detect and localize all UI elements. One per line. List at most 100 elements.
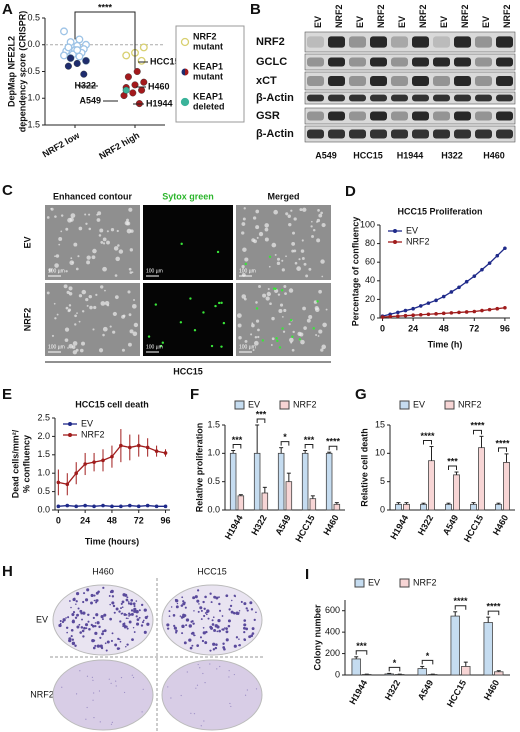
blot-band: [370, 75, 387, 87]
cell: [268, 265, 271, 268]
cell: [121, 348, 125, 352]
cell: [283, 285, 287, 289]
cell: [288, 222, 292, 227]
colony: [205, 613, 208, 616]
cell: [109, 325, 112, 328]
cell: [283, 308, 287, 313]
cell: [274, 253, 277, 256]
data-point: [464, 310, 469, 314]
cell: [294, 261, 298, 265]
blot-band: [349, 57, 366, 67]
bar: [403, 503, 410, 511]
data-point: [74, 471, 79, 476]
significance-bracket: [388, 666, 401, 672]
cell: [241, 222, 246, 226]
colony: [92, 679, 94, 681]
x-tick-label: 0: [56, 515, 61, 525]
colony: [79, 670, 81, 672]
colony: [243, 626, 246, 630]
colony: [141, 711, 143, 713]
colony: [127, 601, 130, 603]
cell: [313, 300, 318, 304]
colony: [81, 629, 85, 633]
cell: [115, 256, 120, 262]
cell: [306, 318, 311, 323]
colony: [199, 606, 203, 610]
cell: [252, 216, 257, 220]
cell: [128, 267, 132, 271]
cell: [292, 231, 296, 235]
colony: [112, 604, 116, 608]
dead-cell: [244, 262, 247, 266]
colony: [127, 602, 130, 605]
colony: [91, 624, 95, 628]
cell: [251, 322, 254, 325]
colony: [175, 599, 179, 603]
data-point: [56, 504, 61, 509]
colony: [130, 599, 134, 602]
cell: [67, 217, 72, 223]
cell: [93, 305, 97, 310]
colony: [59, 619, 62, 623]
colony: [243, 638, 246, 641]
data-point: [403, 313, 408, 318]
cell: [320, 211, 323, 215]
data-point: [487, 261, 492, 265]
colony: [71, 641, 76, 646]
cell: [102, 237, 107, 242]
cell: [81, 341, 86, 346]
cell: [68, 343, 74, 349]
cell: [321, 222, 326, 228]
x-tick-label: NRF2 high: [97, 130, 141, 161]
colony: [192, 596, 196, 600]
cell: [100, 301, 106, 306]
y-tick-label: 2.0: [37, 431, 50, 441]
colony: [240, 600, 243, 604]
blot-band: [433, 129, 450, 139]
bar: [428, 460, 435, 511]
x-tick-label: 72: [469, 323, 479, 333]
cell: [320, 348, 324, 352]
blot-band: [370, 94, 387, 102]
cell: [308, 267, 312, 271]
cell: [86, 260, 91, 265]
significance-label: *: [283, 432, 287, 442]
colony: [98, 625, 101, 629]
data-point: [426, 312, 431, 317]
significance-bracket: [423, 440, 432, 445]
cell: [325, 308, 328, 311]
colony: [167, 686, 169, 688]
blot-band: [307, 129, 324, 139]
bar: [494, 671, 504, 676]
colony: [58, 623, 62, 628]
cell: [317, 335, 320, 337]
y-tick-label: 1.0: [37, 468, 50, 478]
cell: [277, 293, 281, 296]
colony: [94, 644, 97, 647]
y-tick-label: 15: [375, 419, 385, 429]
cell: [76, 312, 78, 314]
colony: [203, 720, 205, 722]
colony: [123, 613, 127, 616]
cell: [84, 213, 87, 216]
data-point: [75, 35, 84, 44]
colony: [110, 639, 113, 643]
blot-band: [391, 75, 408, 87]
colony: [87, 620, 90, 623]
dead-cell: [147, 335, 151, 338]
colony: [251, 632, 255, 635]
colony: [209, 663, 211, 665]
colony: [243, 619, 247, 622]
bar: [453, 474, 460, 511]
colony: [128, 614, 130, 617]
legend-marker: [180, 37, 190, 47]
cell: [291, 348, 295, 352]
legend-swatch: [399, 578, 410, 588]
data-point: [136, 443, 141, 448]
cell: [67, 347, 69, 349]
cell: [264, 223, 269, 228]
blot-band: [391, 36, 408, 48]
colony: [75, 693, 78, 695]
significance-label: ***: [447, 456, 458, 466]
colony: [166, 623, 170, 627]
